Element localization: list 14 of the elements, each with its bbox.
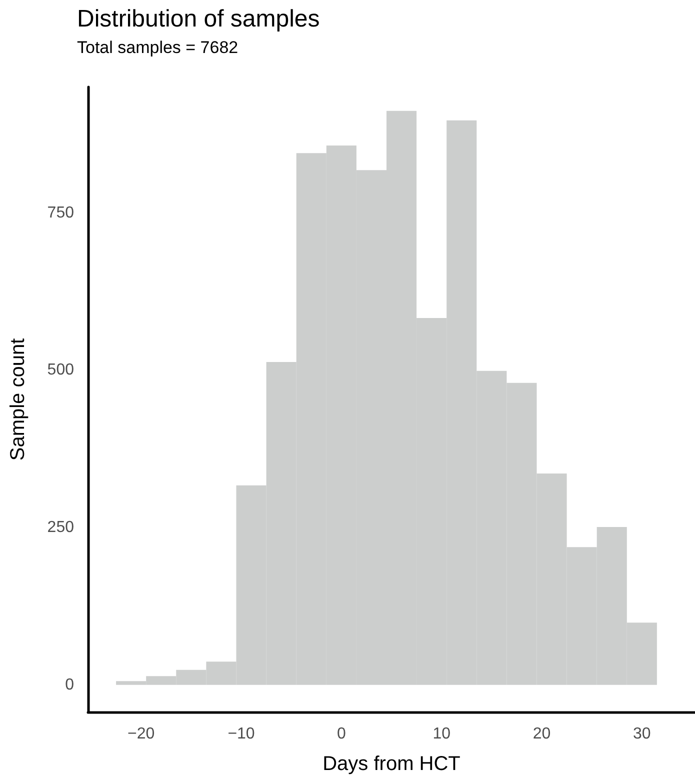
x-tick-label: −20 — [128, 726, 155, 742]
y-tick-label: 500 — [47, 362, 74, 379]
x-tick-label: 20 — [532, 726, 551, 742]
x-tick-label: 0 — [336, 726, 346, 742]
y-axis-title: Sample count — [7, 338, 29, 461]
chart-title: Distribution of samples — [77, 6, 320, 32]
y-tick-label: 250 — [47, 519, 74, 536]
y-tick-label: 750 — [47, 204, 74, 222]
x-axis-title: Days from HCT — [322, 753, 460, 775]
x-tick-label: −10 — [228, 726, 255, 742]
y-tick-label: 0 — [65, 676, 74, 694]
chart-subtitle: Total samples = 7682 — [77, 38, 238, 57]
x-tick-label: 30 — [633, 726, 651, 742]
x-tick-label: 10 — [432, 726, 451, 742]
